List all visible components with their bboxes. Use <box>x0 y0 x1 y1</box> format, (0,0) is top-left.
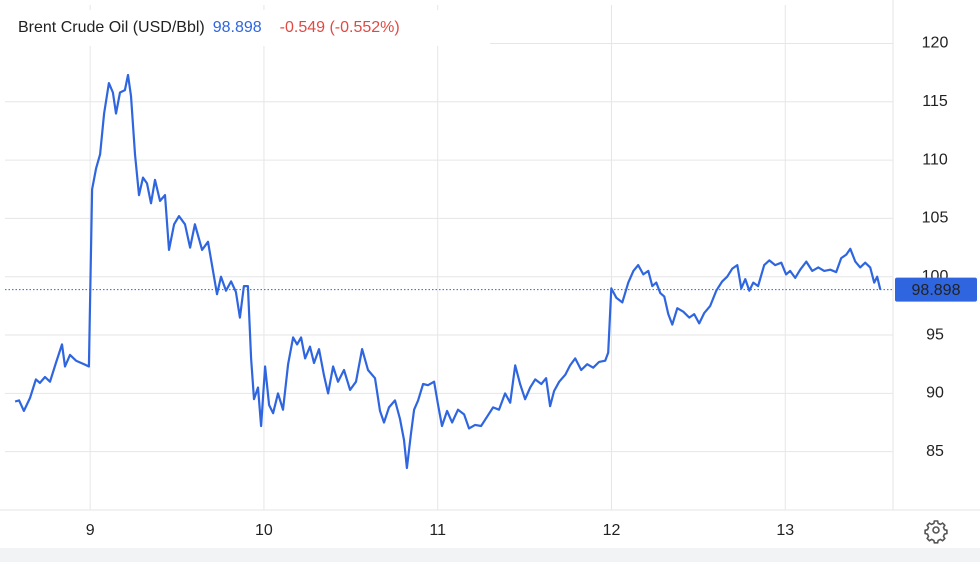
header-bg <box>5 10 490 46</box>
x-tick-label: 13 <box>776 522 794 539</box>
last-price-tag <box>895 277 977 302</box>
plot <box>5 73 893 470</box>
price-line <box>14 73 882 470</box>
x-tick-label: 11 <box>429 522 446 539</box>
x-tick-label: 12 <box>603 522 621 539</box>
last-price-label: 98.898 <box>912 282 961 299</box>
chart-title: Brent Crude Oil (USD/Bbl) <box>18 19 205 36</box>
header: Brent Crude Oil (USD/Bbl) 98.898 -0.549 (-… <box>18 19 400 36</box>
y-tick-label: 85 <box>926 443 944 460</box>
x-tick-label: 10 <box>255 522 273 539</box>
last-value: 98.898 <box>213 19 262 36</box>
change: -0.549 (-0.552%) <box>280 19 400 36</box>
gear <box>924 520 948 544</box>
y-tick-label: 110 <box>922 151 948 168</box>
gear-center <box>932 526 940 534</box>
x-tick-label: 9 <box>86 522 95 539</box>
bottom-strip <box>0 548 980 562</box>
y-tick-label: 90 <box>926 385 944 402</box>
y-tick-label: 105 <box>922 210 949 227</box>
settings-icon[interactable] <box>924 520 948 544</box>
y-tick-label: 95 <box>926 326 944 343</box>
y-tick-label: 115 <box>922 93 948 110</box>
y-tick-label: 120 <box>922 35 949 52</box>
grid <box>0 0 980 511</box>
